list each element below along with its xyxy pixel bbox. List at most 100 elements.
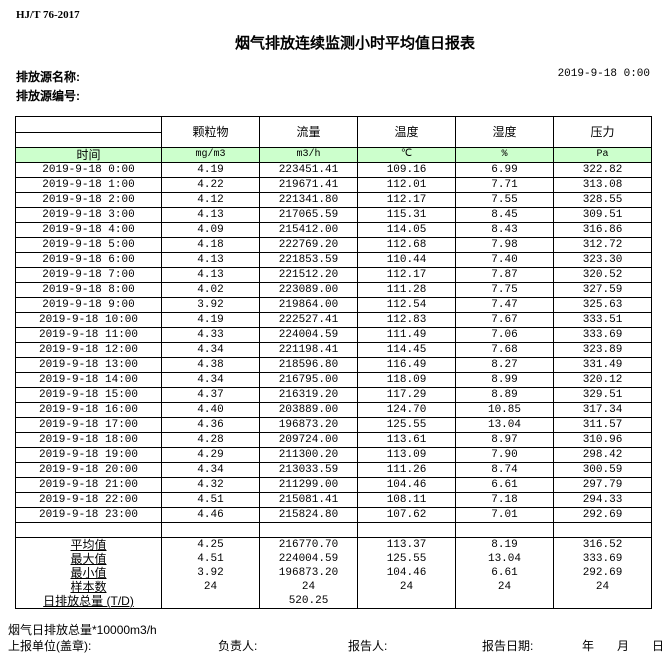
cell: 221853.59 bbox=[259, 252, 358, 268]
cell: 312.72 bbox=[553, 237, 652, 253]
row-label: 2019-9-18 19:00 bbox=[15, 447, 162, 463]
cell: 10.85 bbox=[455, 402, 554, 418]
data-row: 2019-9-18 6:00 4.13 221853.59 110.44 7.40 323… bbox=[15, 252, 652, 268]
cell: 4.34 bbox=[161, 462, 260, 478]
cell: 329.51 bbox=[553, 387, 652, 403]
cell: 4.32 bbox=[161, 477, 260, 493]
cell: 4.12 bbox=[161, 192, 260, 208]
cell: 8.45 bbox=[455, 207, 554, 223]
row-label: 平均值 bbox=[15, 537, 162, 552]
cell: 294.33 bbox=[553, 492, 652, 508]
cell: 309.51 bbox=[553, 207, 652, 223]
row-label: 样本数 bbox=[15, 580, 162, 594]
cell: 4.18 bbox=[161, 237, 260, 253]
cell: 4.51 bbox=[161, 492, 260, 508]
cell: 316.86 bbox=[553, 222, 652, 238]
report-date-label: 报告日期: bbox=[482, 639, 534, 653]
reporter-label: 报告人: bbox=[348, 639, 388, 653]
cell: 4.40 bbox=[161, 402, 260, 418]
header-corner bbox=[15, 116, 162, 148]
cell: 8.99 bbox=[455, 372, 554, 388]
cell: 4.33 bbox=[161, 327, 260, 343]
row-label: 2019-9-18 2:00 bbox=[15, 192, 162, 208]
cell: 222769.20 bbox=[259, 237, 358, 253]
cell: 13.04 bbox=[455, 417, 554, 433]
col-header: 颗粒物 bbox=[161, 116, 260, 148]
row-label: 2019-9-18 15:00 bbox=[15, 387, 162, 403]
cell: 311.57 bbox=[553, 417, 652, 433]
row-label: 2019-9-18 4:00 bbox=[15, 222, 162, 238]
report-title: 烟气排放连续监测小时平均值日报表 bbox=[234, 35, 475, 52]
cell: 8.27 bbox=[455, 357, 554, 373]
cell: 323.89 bbox=[553, 342, 652, 358]
cell: 8.74 bbox=[455, 462, 554, 478]
row-label: 2019-9-18 20:00 bbox=[15, 462, 162, 478]
data-row: 2019-9-18 11:00 4.33 224004.59 111.49 7.06 33… bbox=[15, 327, 652, 343]
cell: 4.13 bbox=[161, 207, 260, 223]
report-datetime: 2019-9-18 0:00 bbox=[557, 68, 650, 80]
cell: 317.34 bbox=[553, 402, 652, 418]
data-row: 2019-9-18 14:00 4.34 216795.00 118.09 8.99 32… bbox=[15, 372, 652, 388]
cell: 4.09 bbox=[161, 222, 260, 238]
unit-cell: Pa bbox=[553, 147, 652, 163]
cell: 4.19 bbox=[161, 162, 260, 178]
row-label: 2019-9-18 7:00 bbox=[15, 267, 162, 283]
cell: 4.02 bbox=[161, 282, 260, 298]
cell: 112.17 bbox=[357, 267, 456, 283]
cell: 7.71 bbox=[455, 177, 554, 193]
row-label: 2019-9-18 23:00 bbox=[15, 507, 162, 523]
cell: 4.13 bbox=[161, 252, 260, 268]
row-label: 2019-9-18 6:00 bbox=[15, 252, 162, 268]
cell: 313.08 bbox=[553, 177, 652, 193]
cell: 292.69 bbox=[553, 566, 652, 580]
cell: 7.55 bbox=[455, 192, 554, 208]
cell: 24 bbox=[553, 580, 652, 594]
cell: 328.55 bbox=[553, 192, 652, 208]
cell: 7.87 bbox=[455, 267, 554, 283]
row-label: 2019-9-18 1:00 bbox=[15, 177, 162, 193]
cell bbox=[15, 522, 162, 538]
time-label: 时间 bbox=[15, 147, 162, 163]
cell: 219671.41 bbox=[259, 177, 358, 193]
cell: 221512.20 bbox=[259, 267, 358, 283]
cell bbox=[161, 522, 260, 538]
cell: 4.46 bbox=[161, 507, 260, 523]
data-row: 2019-9-18 0:00 4.19 223451.41 109.16 6.99 322… bbox=[15, 162, 652, 178]
cell: 117.29 bbox=[357, 387, 456, 403]
row-label: 2019-9-18 13:00 bbox=[15, 357, 162, 373]
cell: 215081.41 bbox=[259, 492, 358, 508]
day-label: 日 bbox=[652, 639, 665, 653]
cell: 4.37 bbox=[161, 387, 260, 403]
data-row: 2019-9-18 4:00 4.09 215412.00 114.05 8.43 316… bbox=[15, 222, 652, 238]
cell: 4.13 bbox=[161, 267, 260, 283]
cell: 7.40 bbox=[455, 252, 554, 268]
cell: 112.83 bbox=[357, 312, 456, 328]
cell: 196873.20 bbox=[259, 566, 358, 580]
cell: 218596.80 bbox=[259, 357, 358, 373]
cell: 333.69 bbox=[553, 327, 652, 343]
cell: 333.51 bbox=[553, 312, 652, 328]
cell: 8.19 bbox=[455, 537, 554, 552]
cell: 114.45 bbox=[357, 342, 456, 358]
cell: 224004.59 bbox=[259, 552, 358, 566]
cell: 107.62 bbox=[357, 507, 456, 523]
cell: 13.04 bbox=[455, 552, 554, 566]
data-row: 2019-9-18 21:00 4.32 211299.00 104.46 6.61 29… bbox=[15, 477, 652, 493]
cell: 6.99 bbox=[455, 162, 554, 178]
cell: 111.28 bbox=[357, 282, 456, 298]
col-header: 湿度 bbox=[455, 116, 554, 148]
cell: 118.09 bbox=[357, 372, 456, 388]
cell: 331.49 bbox=[553, 357, 652, 373]
cell: 7.68 bbox=[455, 342, 554, 358]
cell: 209724.00 bbox=[259, 432, 358, 448]
cell: 125.55 bbox=[357, 417, 456, 433]
cell: 224004.59 bbox=[259, 327, 358, 343]
col-header: 流量 bbox=[259, 116, 358, 148]
cell: 113.37 bbox=[357, 537, 456, 552]
data-row: 2019-9-18 7:00 4.13 221512.20 112.17 7.87 320… bbox=[15, 267, 652, 283]
data-row: 2019-9-18 20:00 4.34 213033.59 111.26 8.74 30… bbox=[15, 462, 652, 478]
cell: 297.79 bbox=[553, 477, 652, 493]
unit-row: 时间 mg/m3 m3/h ℃ % Pa bbox=[15, 147, 652, 163]
report-table: 颗粒物 流量 温度 湿度 压力 时间 mg/m3 m3/h ℃ % Pa 201… bbox=[15, 116, 652, 609]
cell: 292.69 bbox=[553, 507, 652, 523]
